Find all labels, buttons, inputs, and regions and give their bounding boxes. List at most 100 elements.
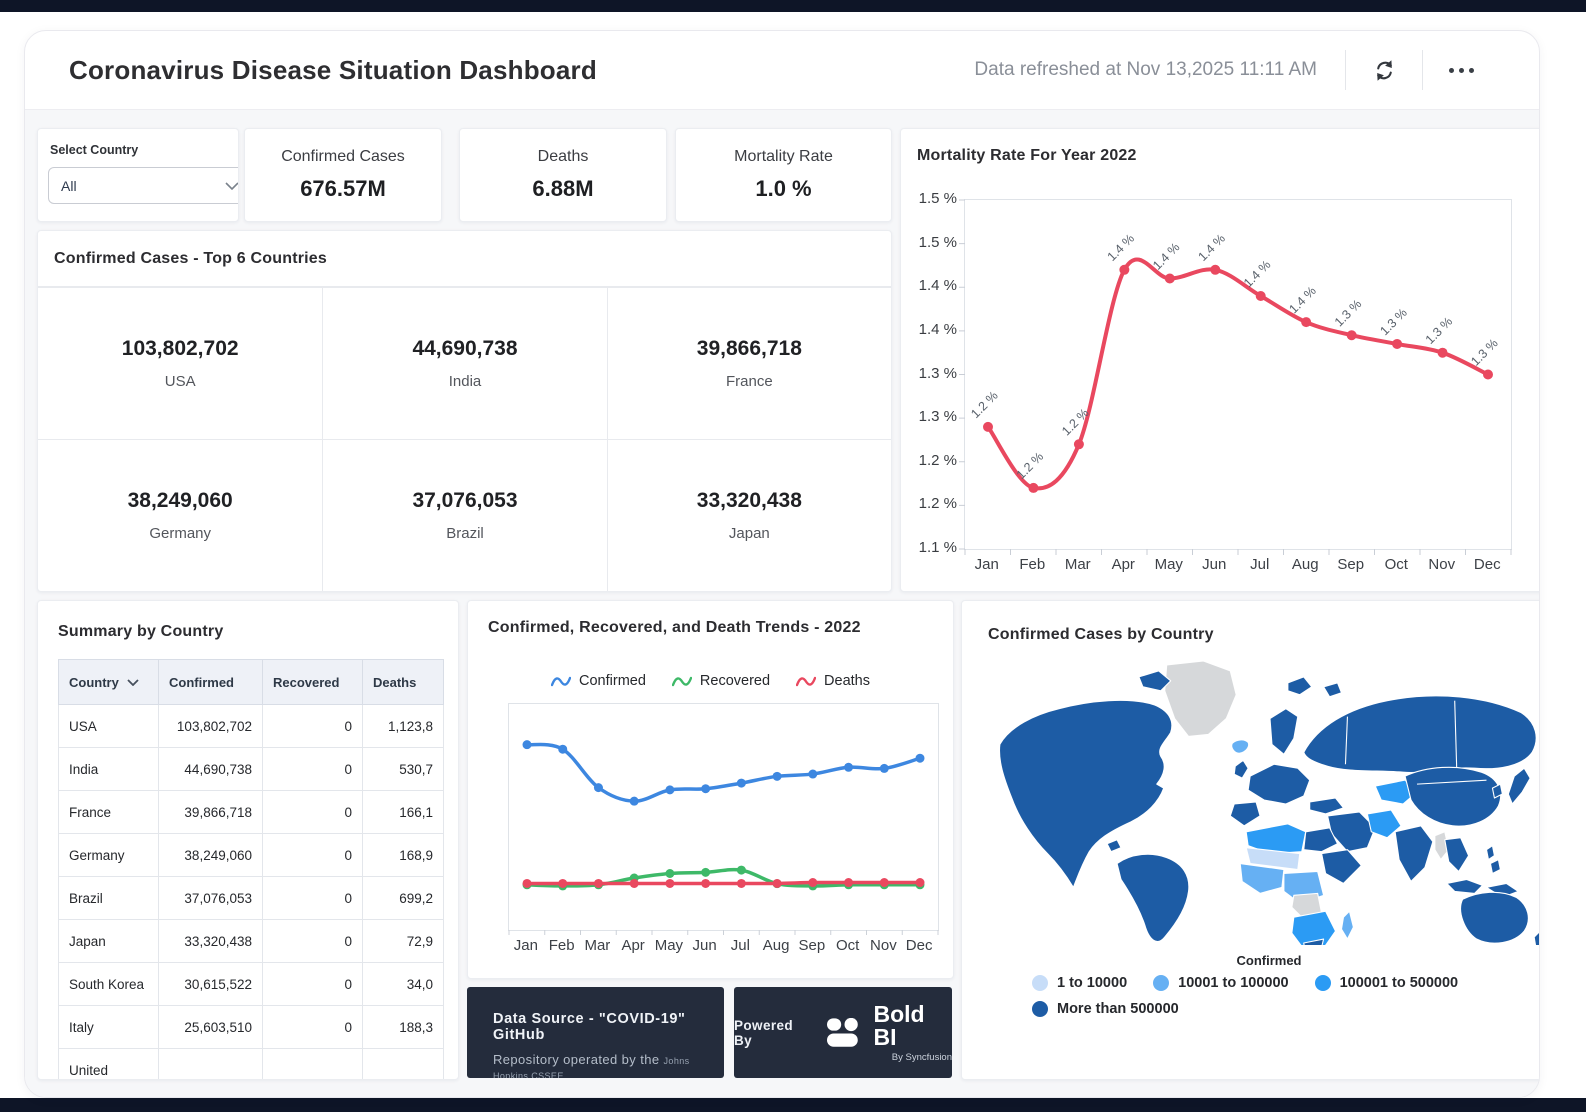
powered-by-card: Powered By Bold BI By Syncfusion <box>734 987 952 1078</box>
legend-label: Deaths <box>824 673 870 689</box>
data-point <box>915 878 925 888</box>
data-point <box>879 763 889 773</box>
table-row: Brazil 37,076,053 0 699,2 <box>58 876 444 920</box>
column-header-deaths[interactable]: Deaths <box>362 659 444 705</box>
header-divider <box>1422 50 1423 90</box>
data-point <box>915 753 925 763</box>
legend-label: More than 500000 <box>1057 1001 1179 1017</box>
kpi-label: Confirmed Cases <box>281 148 405 165</box>
column-header-label: Deaths <box>373 674 417 690</box>
country-select-value: All <box>61 177 77 194</box>
map-country <box>1321 849 1362 884</box>
data-point <box>701 867 711 877</box>
legend-item-confirmed[interactable]: Confirmed <box>551 673 646 689</box>
map-country <box>1245 823 1307 855</box>
map-country <box>1291 910 1337 945</box>
kpi-label: Deaths <box>537 148 589 165</box>
table-cell: 0 <box>262 962 363 1006</box>
top6-grid: 103,802,702 USA 44,690,738 India 39,866,718 F… <box>38 287 891 591</box>
legend-color-dot <box>1032 975 1048 991</box>
table-cell: 103,802,702 <box>158 704 263 748</box>
table-row: France 39,866,718 0 166,1 <box>58 790 444 834</box>
data-point <box>593 878 603 888</box>
data-point <box>808 878 818 888</box>
kpi-mortality-rate: Mortality Rate 1.0 % <box>675 128 892 222</box>
table-cell: 39,866,718 <box>158 790 263 834</box>
divider <box>38 286 891 287</box>
x-axis-tick-label: Aug <box>762 937 790 954</box>
y-axis-tick-label: 1.1 % <box>918 539 957 556</box>
column-header-confirmed[interactable]: Confirmed <box>158 659 263 705</box>
map-country <box>1116 853 1190 942</box>
map-panel: Confirmed Cases by Country <box>961 600 1540 1080</box>
table-cell: 1,123,8 <box>362 704 444 748</box>
map-country <box>1507 767 1531 805</box>
table-cell: 38,249,060 <box>158 833 263 877</box>
top6-country: Japan <box>728 525 770 542</box>
world-choropleth-map[interactable] <box>988 657 1540 945</box>
top6-value: 103,802,702 <box>121 337 239 360</box>
top6-value: 44,690,738 <box>412 337 518 360</box>
column-header-recovered[interactable]: Recovered <box>262 659 363 705</box>
table-row: India 44,690,738 0 530,7 <box>58 747 444 791</box>
map-country <box>1233 759 1249 779</box>
table-row: USA 103,802,702 0 1,123,8 <box>58 704 444 748</box>
country-select[interactable]: All <box>48 167 238 204</box>
kpi-label: Mortality Rate <box>734 148 833 165</box>
more-options-button[interactable] <box>1423 47 1499 93</box>
x-axis-tick-label: Mar <box>1064 556 1091 573</box>
table-cell: 166,1 <box>362 790 444 834</box>
table-cell: 0 <box>262 1005 363 1049</box>
x-axis-labels: Jan Feb Mar Apr May Jun Jul Aug Sep Oct Nov Dec <box>508 937 937 954</box>
x-axis-tick-label: Nov <box>870 937 897 954</box>
data-point <box>701 878 711 888</box>
chevron-down-icon <box>225 181 238 190</box>
x-axis-tick-label: Sep <box>1337 556 1365 573</box>
map-country <box>1303 827 1339 853</box>
map-country <box>1269 708 1299 755</box>
chart-title: Confirmed, Recovered, and Death Trends -… <box>488 619 861 636</box>
legend-item-deaths[interactable]: Deaths <box>796 673 870 689</box>
kpi-value: 6.88M <box>532 176 594 201</box>
table-cell: 30,615,522 <box>158 962 263 1006</box>
table-cell: 188,3 <box>362 1005 444 1049</box>
map-country <box>1309 797 1345 815</box>
data-point <box>808 769 818 779</box>
data-point <box>772 878 782 888</box>
top6-item: 37,076,053 Brazil <box>322 439 607 591</box>
map-legend-title: Confirmed <box>1236 953 1302 968</box>
legend-label: 100001 to 500000 <box>1339 975 1459 991</box>
table-cell: 0 <box>262 790 363 834</box>
table-cell: 44,690,738 <box>158 747 263 791</box>
table-cell: Japan <box>58 919 159 963</box>
data-point <box>629 878 639 888</box>
table-row: United <box>58 1048 444 1079</box>
kpi-confirmed-cases: Confirmed Cases 676.57M <box>244 128 442 222</box>
data-point <box>701 784 711 794</box>
brand-subtitle: By Syncfusion <box>891 1051 952 1063</box>
table-cell: 34,0 <box>362 962 444 1006</box>
top6-country: Germany <box>149 525 211 542</box>
data-point <box>522 878 532 888</box>
map-country <box>1404 766 1502 827</box>
column-header-country[interactable]: Country <box>58 659 159 705</box>
dashboard-header: Coronavirus Disease Situation Dashboard … <box>25 31 1539 110</box>
map-country <box>1491 783 1503 799</box>
data-source-card: Data Source - "COVID-19" GitHub Reposito… <box>467 987 724 1078</box>
x-axis-tick-label: Mar <box>584 937 611 954</box>
data-point <box>1164 273 1175 284</box>
legend-item-recovered[interactable]: Recovered <box>671 673 770 689</box>
x-axis-tick-label: Feb <box>548 937 575 954</box>
table-row: Italy 25,603,510 0 188,3 <box>58 1005 444 1049</box>
refresh-button[interactable] <box>1346 47 1422 93</box>
map-country <box>1460 891 1529 944</box>
column-header-content: Recovered <box>273 675 352 690</box>
data-point <box>736 778 746 788</box>
panel-title: Summary by Country <box>58 623 224 640</box>
series-wave-icon <box>671 676 692 686</box>
kpi-value: 676.57M <box>300 176 386 201</box>
trends-chart-panel: Confirmed, Recovered, and Death Trends -… <box>467 600 954 979</box>
x-axis-tick-label: Sep <box>798 937 826 954</box>
map-country <box>1303 938 1325 945</box>
table-cell: 0 <box>262 876 363 920</box>
